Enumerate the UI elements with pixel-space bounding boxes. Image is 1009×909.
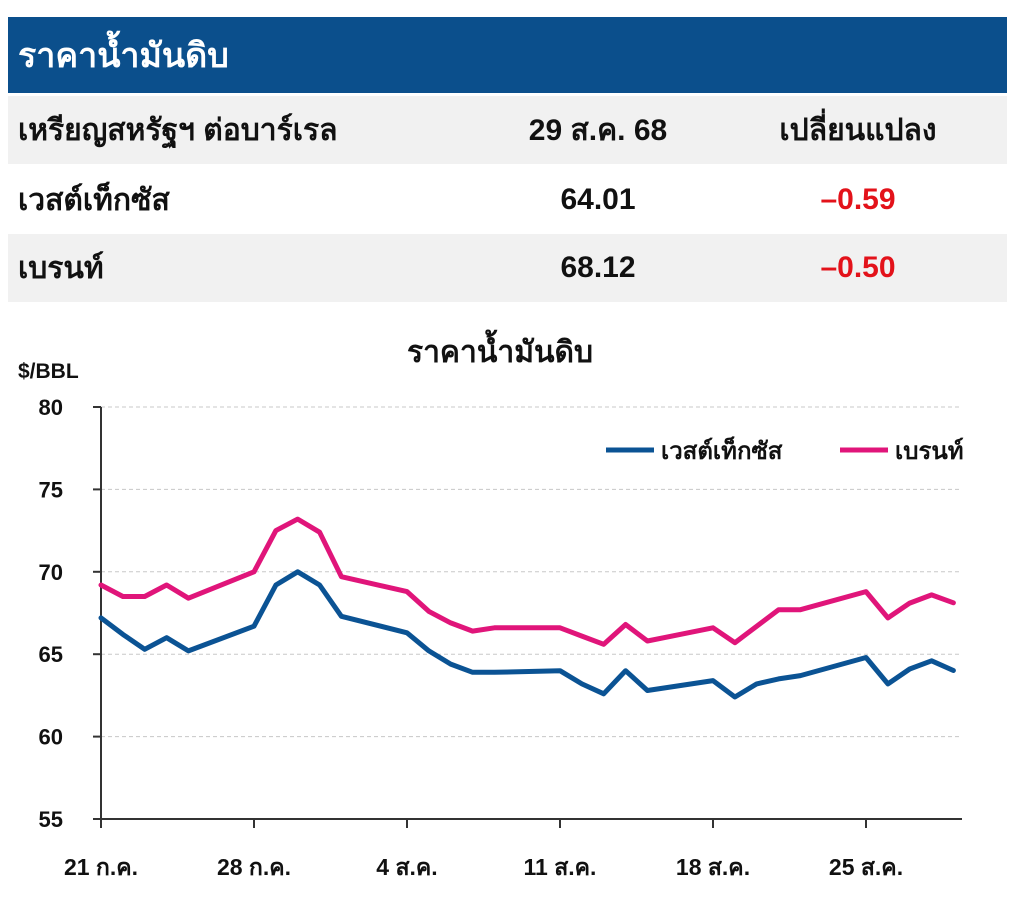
column-date-header: 29 ส.ค. 68: [528, 113, 668, 147]
column-unit-header: เหรียญสหรัฐฯ ต่อบาร์เรล: [18, 113, 338, 147]
series-line-brent: [98, 516, 956, 647]
row-change: –0.59: [820, 183, 896, 216]
y-tick-label: 65: [39, 642, 63, 667]
row-name: เวสต์เท็กซัส: [18, 183, 170, 217]
y-tick-label: 75: [39, 477, 63, 502]
row-price: 68.12: [560, 251, 636, 284]
table-row: เบรนท์ 68.12 –0.50: [8, 234, 1007, 302]
y-tick-label: 60: [39, 725, 63, 750]
legend-label: เวสต์เท็กซัส: [661, 436, 783, 465]
page-title-bar: ราคาน้ำมันดิบ: [8, 17, 1007, 93]
x-tick-label: 18 ส.ค.: [676, 854, 750, 880]
chart-title: ราคาน้ำมันดิบ: [407, 329, 593, 369]
page-title: ราคาน้ำมันดิบ: [18, 37, 229, 75]
column-change-header: เปลี่ยนแปลง: [779, 113, 937, 147]
row-change: –0.50: [820, 251, 896, 284]
x-tick-label: 28 ก.ค.: [217, 854, 291, 880]
row-name: เบรนท์: [18, 251, 104, 285]
table-header-row: เหรียญสหรัฐฯ ต่อบาร์เรล 29 ส.ค. 68 เปลี่…: [8, 96, 1007, 164]
table-row: เวสต์เท็กซัส 64.01 –0.59: [8, 166, 1007, 234]
y-tick-label: 55: [39, 807, 63, 832]
x-tick-label: 21 ก.ค.: [64, 854, 138, 880]
x-tick-label: 25 ส.ค.: [829, 854, 903, 880]
x-tick-label: 11 ส.ค.: [524, 854, 597, 880]
row-price: 64.01: [560, 183, 636, 216]
x-tick-label: 4 ส.ค.: [376, 854, 437, 880]
chart-legend: เวสต์เท็กซัส เบรนท์: [606, 436, 964, 465]
series-line-wti: [98, 569, 956, 700]
legend-label: เบรนท์: [895, 437, 964, 465]
y-tick-label: 80: [39, 395, 63, 420]
y-tick-label: 70: [39, 560, 63, 585]
y-unit-label: $/BBL: [18, 360, 79, 383]
